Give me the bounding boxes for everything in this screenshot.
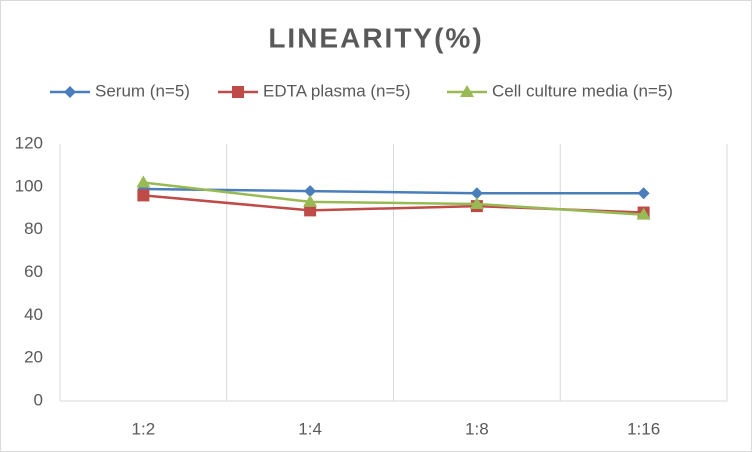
legend-marker bbox=[64, 86, 76, 98]
data-point bbox=[470, 187, 483, 200]
x-tick-label: 1:8 bbox=[465, 419, 489, 438]
data-point bbox=[137, 189, 150, 202]
x-tick-label: 1:2 bbox=[132, 419, 156, 438]
data-point bbox=[304, 185, 317, 198]
data-point bbox=[469, 196, 484, 209]
data-point bbox=[637, 187, 650, 200]
legend-label: Serum (n=5) bbox=[95, 81, 190, 100]
data-point bbox=[303, 194, 318, 207]
data-point bbox=[304, 204, 317, 217]
legend-label: Cell culture media (n=5) bbox=[492, 81, 673, 100]
y-tick-label: 100 bbox=[15, 176, 43, 195]
series-line bbox=[143, 187, 644, 195]
y-tick-label: 0 bbox=[34, 390, 43, 409]
legend-marker bbox=[460, 85, 474, 97]
x-tick-label: 1:4 bbox=[298, 419, 322, 438]
y-tick-label: 40 bbox=[24, 305, 43, 324]
y-tick-label: 60 bbox=[24, 262, 43, 281]
data-point bbox=[636, 207, 651, 220]
x-tick-label: 1:16 bbox=[627, 419, 660, 438]
y-tick-label: 20 bbox=[24, 348, 43, 367]
series-line bbox=[143, 181, 644, 216]
legend-marker bbox=[232, 86, 244, 98]
y-tick-label: 80 bbox=[24, 219, 43, 238]
data-point bbox=[136, 175, 151, 188]
legend-label: EDTA plasma (n=5) bbox=[263, 81, 411, 100]
y-tick-label: 120 bbox=[15, 133, 43, 152]
chart-title: LINEARITY(%) bbox=[268, 22, 483, 53]
